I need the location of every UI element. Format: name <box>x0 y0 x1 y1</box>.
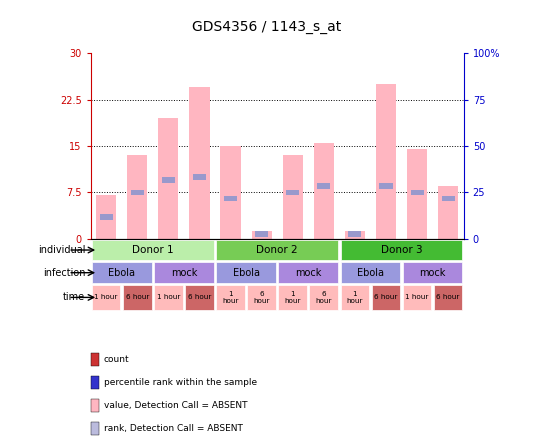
Bar <box>410 190 424 195</box>
Bar <box>162 177 175 183</box>
Text: Ebola: Ebola <box>357 268 384 278</box>
Bar <box>341 285 369 310</box>
Bar <box>341 262 400 283</box>
Text: 6 hour: 6 hour <box>188 294 211 301</box>
Text: count: count <box>104 355 130 364</box>
Bar <box>193 174 206 180</box>
Bar <box>407 149 427 239</box>
Text: 6
hour: 6 hour <box>316 291 332 304</box>
Bar <box>189 87 209 239</box>
Bar <box>221 146 240 239</box>
Text: infection: infection <box>43 268 85 278</box>
Text: rank, Detection Call = ABSENT: rank, Detection Call = ABSENT <box>104 424 243 433</box>
Bar <box>442 196 455 201</box>
Bar <box>376 84 396 239</box>
Bar <box>341 240 463 261</box>
Bar <box>158 118 179 239</box>
Bar <box>314 143 334 239</box>
Bar <box>123 285 151 310</box>
Bar <box>92 262 151 283</box>
Bar <box>255 231 268 237</box>
Text: percentile rank within the sample: percentile rank within the sample <box>104 378 257 387</box>
Bar <box>131 190 144 195</box>
Bar <box>434 285 463 310</box>
Text: value, Detection Call = ABSENT: value, Detection Call = ABSENT <box>104 401 247 410</box>
Bar <box>92 285 120 310</box>
Bar <box>379 183 392 189</box>
Text: 1 hour: 1 hour <box>94 294 118 301</box>
Text: 1
hour: 1 hour <box>346 291 363 304</box>
Bar <box>349 231 361 237</box>
Bar <box>438 186 458 239</box>
Bar <box>96 195 116 239</box>
Bar <box>185 285 214 310</box>
Text: time: time <box>63 293 85 302</box>
Text: Ebola: Ebola <box>232 268 260 278</box>
Text: 1 hour: 1 hour <box>157 294 180 301</box>
Text: 6 hour: 6 hour <box>126 294 149 301</box>
Text: 1
hour: 1 hour <box>222 291 239 304</box>
Bar <box>92 240 214 261</box>
Bar <box>278 285 307 310</box>
Bar <box>216 240 338 261</box>
Bar <box>252 231 272 239</box>
Bar <box>403 285 431 310</box>
Bar <box>278 262 338 283</box>
Text: Ebola: Ebola <box>108 268 135 278</box>
Bar <box>286 190 299 195</box>
Text: 6 hour: 6 hour <box>374 294 398 301</box>
Text: 6 hour: 6 hour <box>437 294 460 301</box>
Bar <box>310 285 338 310</box>
Bar <box>216 262 276 283</box>
Text: GDS4356 / 1143_s_at: GDS4356 / 1143_s_at <box>192 20 341 34</box>
Bar <box>216 285 245 310</box>
Text: mock: mock <box>419 268 446 278</box>
Bar <box>127 155 147 239</box>
Bar <box>282 155 303 239</box>
Text: 1 hour: 1 hour <box>406 294 429 301</box>
Text: Donor 3: Donor 3 <box>381 245 422 255</box>
Bar <box>224 196 237 201</box>
Bar <box>247 285 276 310</box>
Text: Donor 2: Donor 2 <box>256 245 298 255</box>
Bar <box>154 262 214 283</box>
Bar <box>100 214 112 220</box>
Bar <box>154 285 183 310</box>
Text: mock: mock <box>171 268 197 278</box>
Bar <box>317 183 330 189</box>
Text: individual: individual <box>38 245 85 255</box>
Bar <box>345 231 365 239</box>
Bar <box>403 262 463 283</box>
Text: mock: mock <box>295 268 321 278</box>
Bar <box>372 285 400 310</box>
Text: 1
hour: 1 hour <box>285 291 301 304</box>
Text: 6
hour: 6 hour <box>253 291 270 304</box>
Text: Donor 1: Donor 1 <box>132 245 174 255</box>
